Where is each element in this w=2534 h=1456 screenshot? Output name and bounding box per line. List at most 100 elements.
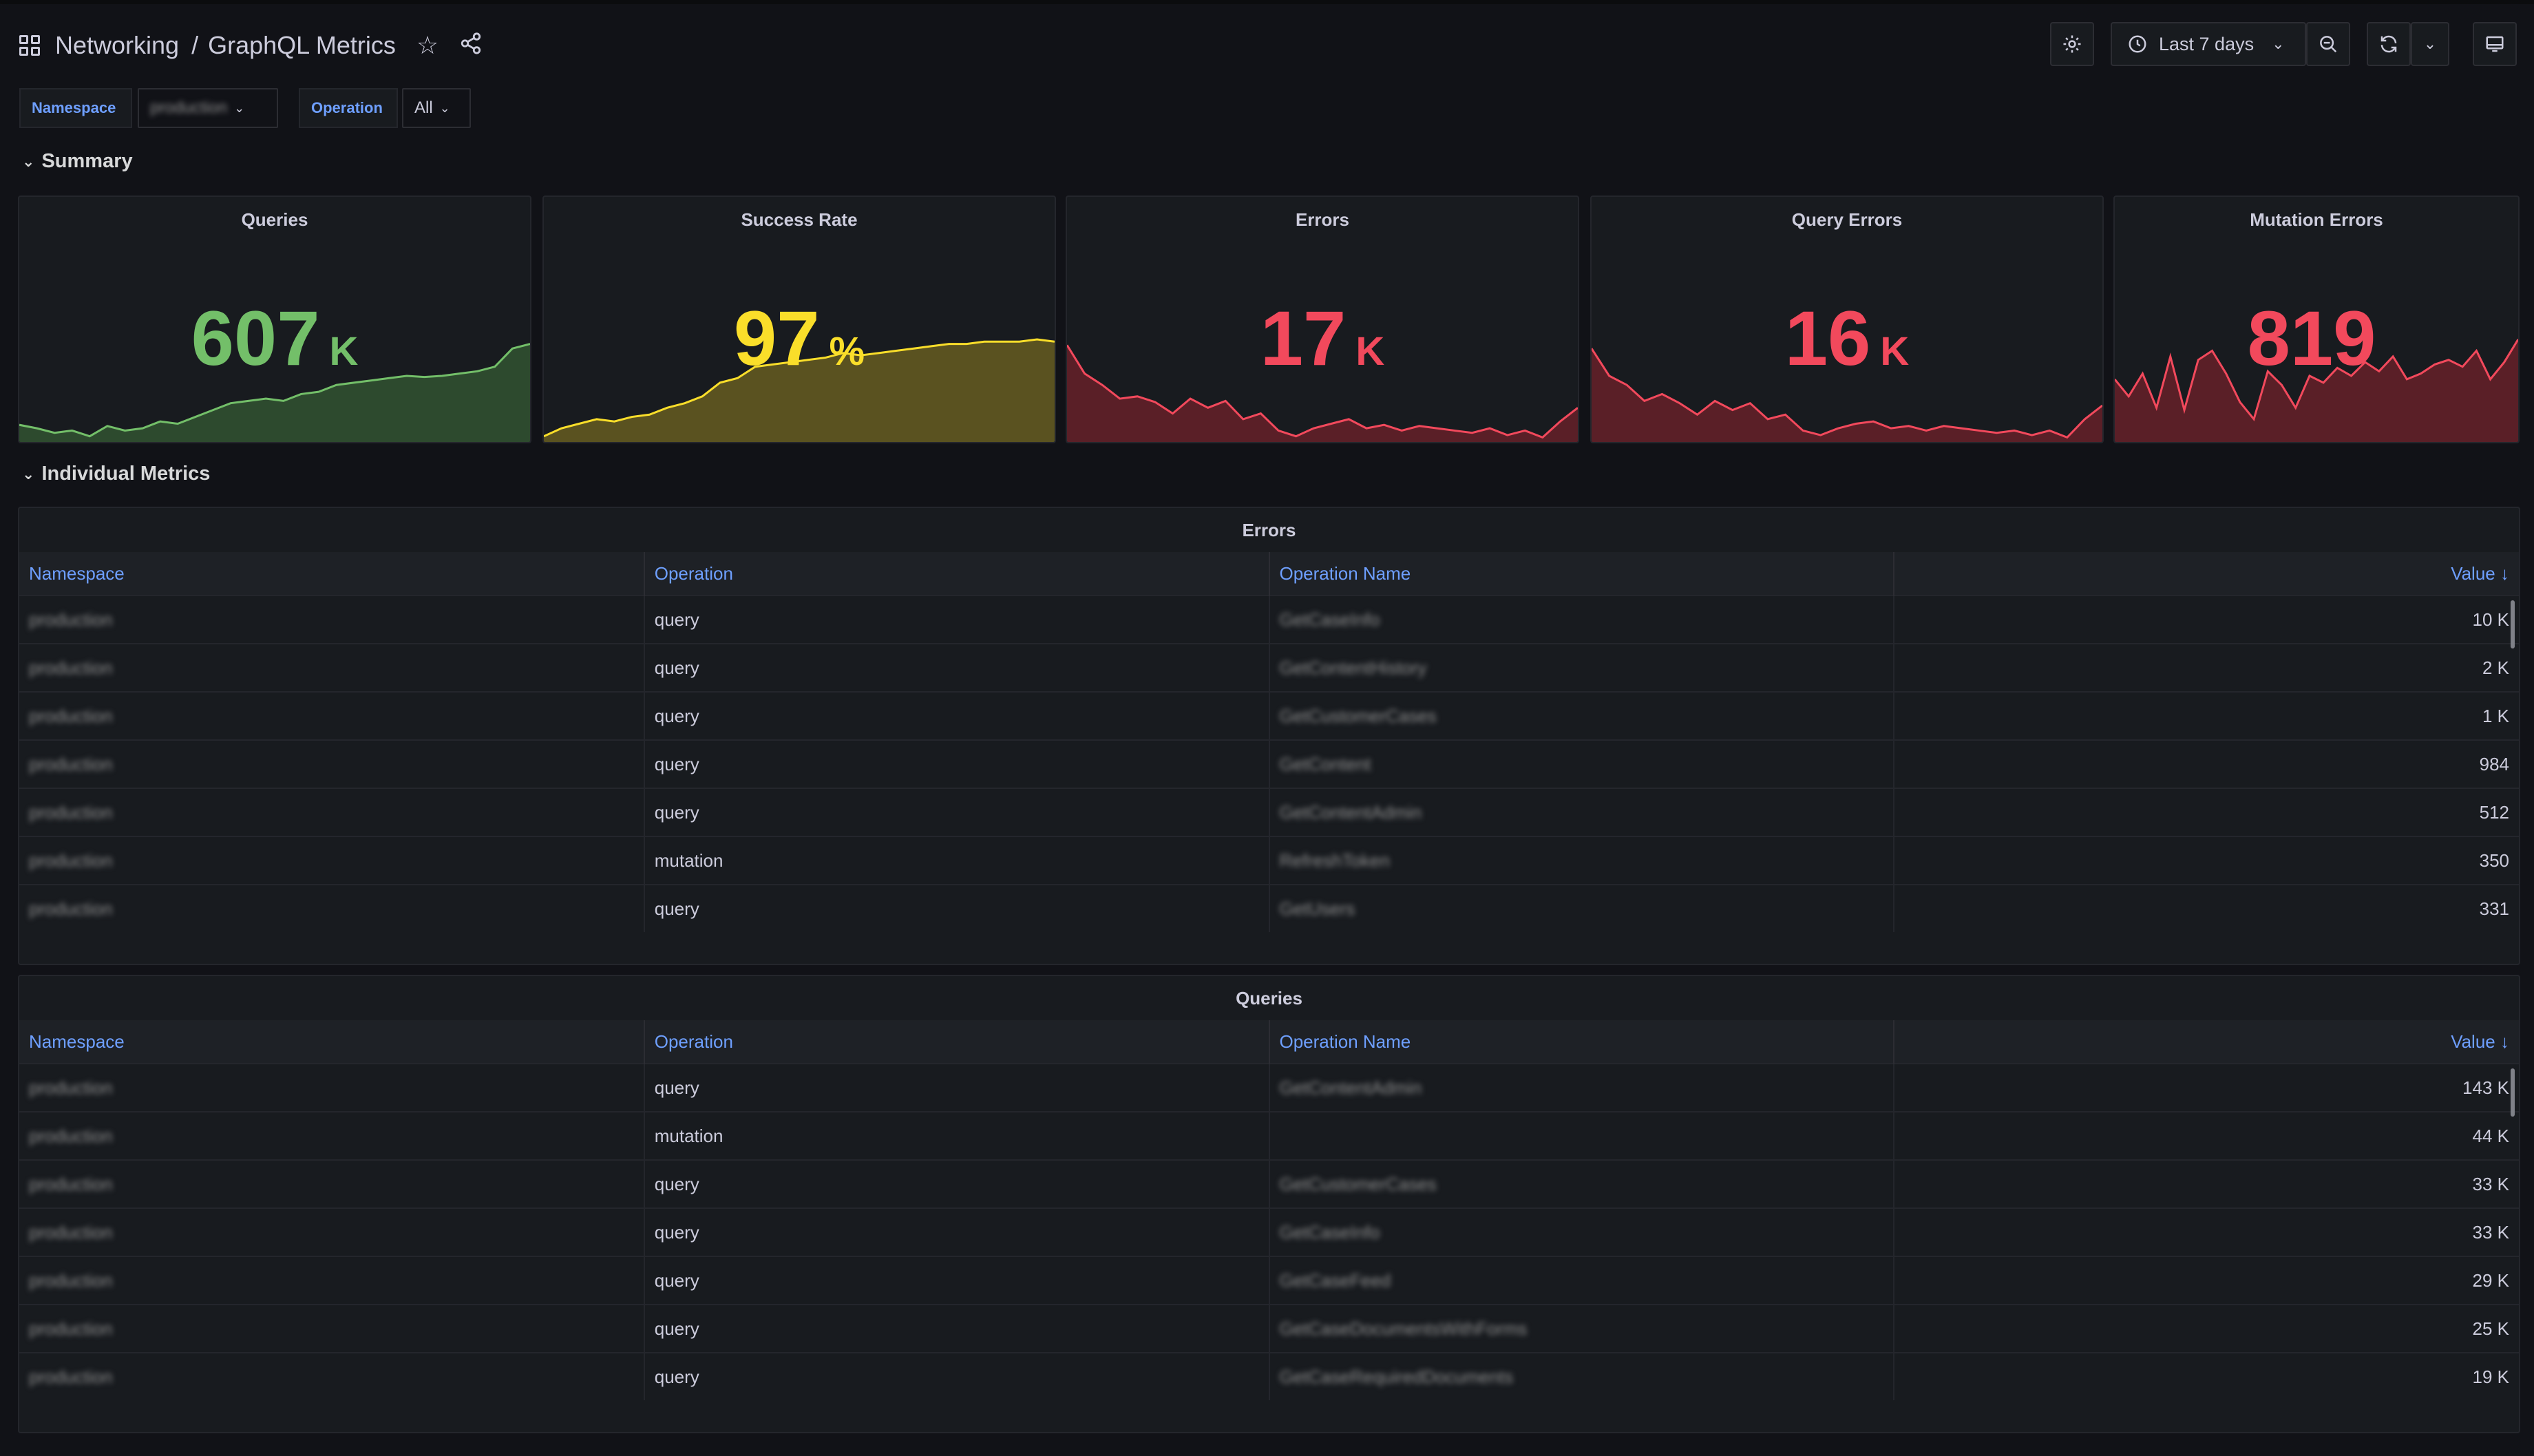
time-range-picker[interactable]: Last 7 days ⌄ (2111, 22, 2306, 66)
column-header-operation[interactable]: Operation (644, 1020, 1270, 1064)
view-mode-button[interactable] (2473, 22, 2517, 66)
namespace-variable-select[interactable]: production ⌄ (138, 88, 278, 128)
operation-variable-label: Operation (299, 88, 398, 128)
operation-variable-value: All (414, 98, 433, 117)
operation-variable-select[interactable]: All ⌄ (402, 88, 471, 128)
cell-namespace: production (19, 1256, 645, 1305)
sparkline (19, 318, 530, 442)
table-row[interactable]: production query GetCaseRequiredDocuments 1… (19, 1352, 2519, 1400)
refresh-button[interactable] (2367, 22, 2411, 66)
column-header-value[interactable]: Value ↓ (1894, 1020, 2519, 1064)
sparkline-line (19, 344, 530, 436)
chevron-down-icon: ⌄ (234, 101, 245, 115)
stat-number: 819 (2247, 295, 2376, 381)
column-header-operation-name[interactable]: Operation Name (1269, 552, 1895, 595)
dashboard-title[interactable]: GraphQL Metrics (208, 31, 396, 59)
table-row[interactable]: production query GetCaseFeed 29 K (19, 1256, 2519, 1305)
cell-namespace: production (19, 1063, 645, 1112)
panel-title: Queries (1236, 988, 1302, 1009)
table-row[interactable]: production query GetCaseDocumentsWithForms… (19, 1304, 2519, 1353)
cell-operation-name: GetCaseFeed (1269, 1256, 1895, 1305)
time-range-label: Last 7 days (2159, 33, 2255, 54)
stat-value: 16 K (1592, 300, 2102, 377)
table-row[interactable]: production query GetContentAdmin 143 K (19, 1063, 2519, 1112)
cell-operation-name: GetContent (1269, 739, 1895, 788)
cell-operation-name: GetContentHistory (1269, 643, 1895, 692)
stat-unit: K (1880, 329, 1910, 374)
errors-table: Namespace Operation Operation Name Value… (19, 552, 2519, 932)
star-icon[interactable]: ☆ (416, 31, 439, 59)
panel-title: Errors (1242, 520, 1296, 540)
stat-value: 607 K (19, 300, 530, 377)
cell-operation: query (644, 1304, 1270, 1353)
cell-operation-name: GetCustomerCases (1269, 691, 1895, 740)
zoom-out-button[interactable] (2306, 22, 2350, 66)
cell-value: 512 (1894, 788, 2519, 836)
dashboards-grid-icon[interactable] (19, 35, 40, 56)
refresh-interval-dropdown[interactable]: ⌄ (2411, 22, 2449, 66)
sparkline-line (1592, 348, 2102, 437)
panel-title: Success Rate (741, 209, 858, 230)
cell-namespace: production (19, 1352, 645, 1400)
cell-operation-name: GetContentAdmin (1269, 1063, 1895, 1112)
cell-namespace: production (19, 595, 645, 644)
panel-title: Queries (241, 209, 308, 230)
column-header-namespace[interactable]: Namespace (19, 1020, 645, 1064)
settings-button[interactable] (2050, 22, 2094, 66)
cell-operation-name: GetCaseDocumentsWithForms (1269, 1304, 1895, 1353)
stat-panel-queries[interactable]: Queries 607 K (18, 196, 531, 443)
sparkline-line (2115, 339, 2518, 419)
table-row[interactable]: production query GetUsers 331 (19, 884, 2519, 932)
row-individual-metrics[interactable]: ⌄ Individual Metrics (22, 463, 210, 485)
panel-title: Errors (1295, 209, 1350, 230)
table-row[interactable]: production query GetCaseInfo 10 K (19, 595, 2519, 644)
table-row[interactable]: production query GetContentHistory 2 K (19, 643, 2519, 692)
row-individual-title: Individual Metrics (41, 463, 211, 485)
table-row[interactable]: production mutation 44 K (19, 1111, 2519, 1160)
column-header-operation-name[interactable]: Operation Name (1269, 1020, 1895, 1064)
cell-operation: query (644, 788, 1270, 836)
cell-value: 2 K (1894, 643, 2519, 692)
cell-namespace: production (19, 836, 645, 885)
cell-operation-name: RefreshToken (1269, 836, 1895, 885)
namespace-variable-label: Namespace (19, 88, 132, 128)
cell-value: 33 K (1894, 1159, 2519, 1208)
table-row[interactable]: production query GetCustomerCases 1 K (19, 691, 2519, 740)
scrollbar[interactable] (2511, 1068, 2515, 1117)
chevron-down-icon: ⌄ (2272, 35, 2285, 52)
top-border (0, 0, 2534, 4)
table-row[interactable]: production query GetCustomerCases 33 K (19, 1159, 2519, 1208)
cell-operation: query (644, 643, 1270, 692)
scrollbar[interactable] (2511, 600, 2515, 648)
row-summary-title: Summary (41, 150, 133, 172)
cell-operation: query (644, 1207, 1270, 1256)
stat-panel-mutation-errors[interactable]: Mutation Errors 819 (2113, 196, 2520, 443)
sparkline-line (1067, 345, 1578, 437)
cell-namespace: production (19, 739, 645, 788)
table-row[interactable]: production query GetCaseInfo 33 K (19, 1207, 2519, 1256)
column-header-value[interactable]: Value ↓ (1894, 552, 2519, 595)
cell-operation: query (644, 595, 1270, 644)
cell-operation: query (644, 691, 1270, 740)
cell-operation: query (644, 1063, 1270, 1112)
stat-panel-errors[interactable]: Errors 17 K (1066, 196, 1579, 443)
stat-value: 17 K (1067, 300, 1578, 377)
column-header-namespace[interactable]: Namespace (19, 552, 645, 595)
table-row[interactable]: production query GetContent 984 (19, 739, 2519, 788)
stat-number: 97 (733, 295, 820, 381)
column-header-operation[interactable]: Operation (644, 552, 1270, 595)
breadcrumb-folder[interactable]: Networking (55, 31, 180, 59)
cell-value: 1 K (1894, 691, 2519, 740)
cell-value: 10 K (1894, 595, 2519, 644)
share-icon[interactable] (459, 32, 483, 59)
table-row[interactable]: production mutation RefreshToken 350 (19, 836, 2519, 885)
sort-desc-icon: ↓ (2500, 1031, 2509, 1052)
table-row[interactable]: production query GetContentAdmin 512 (19, 788, 2519, 836)
stat-panel-query-errors[interactable]: Query Errors 16 K (1590, 196, 2104, 443)
stat-panel-success-rate[interactable]: Success Rate 97% (542, 196, 1056, 443)
stat-value: 97% (544, 300, 1055, 377)
cell-operation: query (644, 1352, 1270, 1400)
cell-value: 29 K (1894, 1256, 2519, 1305)
row-summary[interactable]: ⌄ Summary (22, 150, 133, 173)
